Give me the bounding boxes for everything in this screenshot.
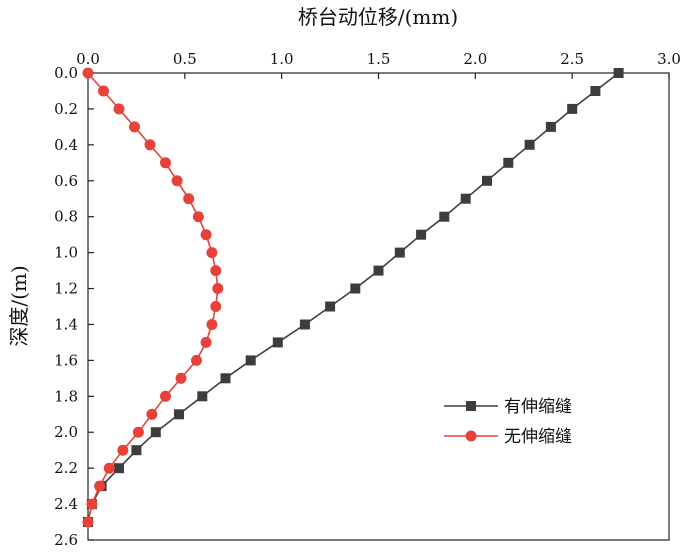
legend-marker-with-joint [466,401,476,411]
data-point [183,193,195,205]
y-tick-label: 2.2 [54,459,78,477]
data-point [94,480,106,492]
data-point [210,265,222,277]
x-tick-label: 3.0 [657,50,681,68]
series-line [87,72,620,523]
legend: 有伸缩缝 无伸缩缝 [444,397,572,447]
legend-label-with-joint: 有伸缩缝 [504,397,572,417]
data-point [206,247,218,259]
data-point [160,390,171,402]
x-tick-label: 0.0 [76,50,100,68]
data-point [206,319,218,330]
y-tick-label: 2.4 [54,495,78,513]
y-axis-title: 深度/(m) [7,265,31,346]
y-tick-label: 2.0 [54,423,78,441]
data-point [117,444,129,456]
y-tick-label: 1.4 [54,315,78,333]
data-point [192,211,204,223]
y-tick-label: 2.6 [54,531,78,549]
data-point [160,157,171,169]
data-point [220,373,231,384]
legend-marker-without-joint [465,430,477,442]
data-point [114,463,124,474]
data-point [245,355,256,366]
data-point [174,409,184,420]
data-point [86,498,98,510]
data-point [590,86,601,96]
data-point [545,121,556,132]
x-tick-label: 1.5 [367,50,391,68]
data-point [175,372,187,384]
y-tick-label: 0.8 [54,208,78,226]
x-axis: 0.0 0.5 1.0 1.5 2.0 2.5 3.0 [76,50,681,79]
data-point [212,283,224,294]
data-point [325,301,336,312]
data-point [82,516,94,528]
data-point [150,427,161,438]
y-tick-label: 0.4 [54,136,78,154]
data-point [482,175,492,186]
data-point [191,354,202,366]
y-tick-label: 1.2 [54,280,78,298]
data-point [350,283,361,294]
plot-area [87,72,670,541]
y-tick-label: 0.0 [54,64,78,82]
data-point [460,193,471,204]
data-point [439,211,450,222]
data-point [299,319,310,330]
data-point [200,229,212,241]
data-point [394,247,405,258]
plot-frame [87,72,670,541]
data-point [82,67,94,79]
data-point [200,336,212,348]
data-point [144,139,156,151]
y-tick-label: 1.8 [54,387,78,405]
data-point [113,103,125,115]
x-tick-label: 1.0 [270,50,294,68]
y-axis: 0.0 0.2 0.4 0.6 0.8 1.0 1.2 1.4 1.6 1.8 2.0 2.2 2.4 2… [54,64,94,549]
data-point [171,175,183,187]
series-layer [82,67,624,528]
data-point [503,157,514,168]
y-tick-label: 1.0 [54,244,78,262]
data-point [132,426,144,438]
data-point [272,337,283,348]
x-tick-label: 0.5 [173,50,197,68]
data-point [197,391,208,402]
data-point [146,408,158,420]
data-point [524,139,535,150]
y-tick-label: 1.6 [54,351,78,369]
series-0 [83,68,624,527]
data-point [567,103,578,114]
series-1 [82,67,224,528]
x-tick-label: 2.0 [463,50,487,68]
data-point [613,68,624,78]
y-tick-label: 0.2 [54,100,78,118]
data-point [129,121,140,133]
data-point [210,301,222,312]
y-tick-label: 0.6 [54,172,78,190]
x-axis-title: 桥台动位移/(mm) [298,5,458,29]
data-point [98,85,109,97]
data-point [373,265,384,276]
x-tick-label: 2.5 [560,50,584,68]
data-point [103,462,115,474]
data-point [131,445,142,456]
data-point [416,229,427,240]
legend-label-without-joint: 无伸缩缝 [504,427,572,447]
